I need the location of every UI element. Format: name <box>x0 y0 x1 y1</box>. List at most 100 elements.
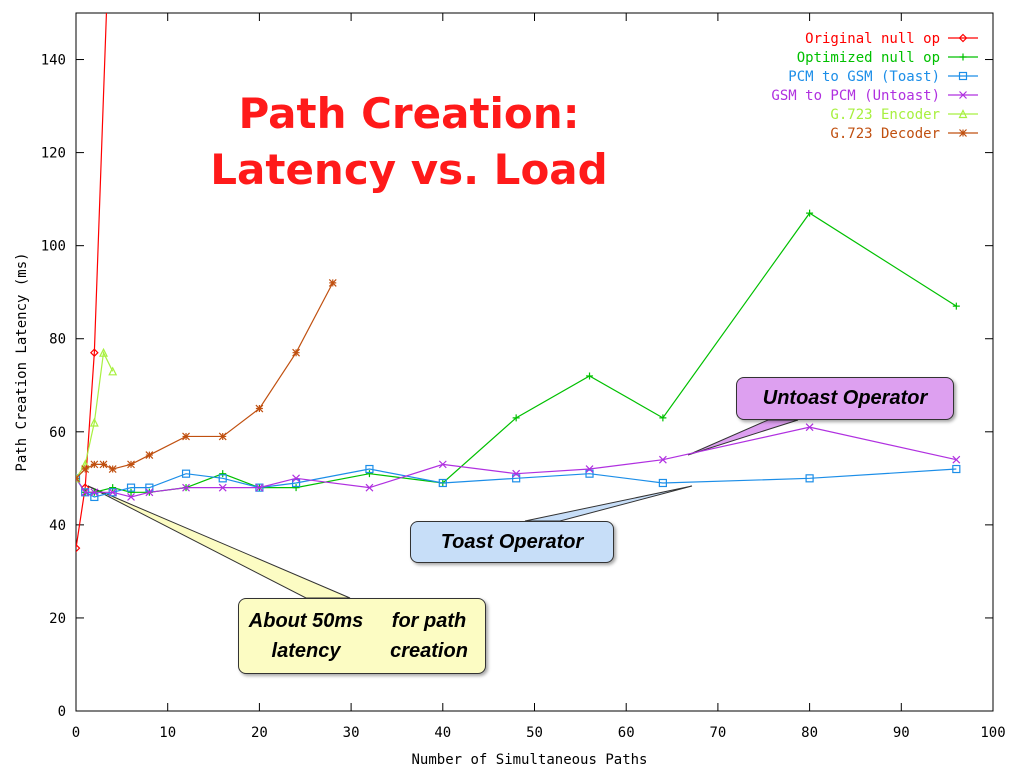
y-tick-label: 140 <box>41 53 66 69</box>
x-tick-label: 100 <box>980 725 1005 741</box>
latency-callout-line1: About 50ms latency <box>248 610 364 662</box>
series-5 <box>76 278 337 483</box>
data-point <box>81 488 90 497</box>
legend-label: GSM to PCM (Untoast) <box>771 88 940 104</box>
data-point <box>805 474 814 483</box>
data-point <box>958 33 968 43</box>
data-point <box>958 109 968 119</box>
x-tick-label: 30 <box>343 725 360 741</box>
y-tick-label: 20 <box>49 611 66 627</box>
data-point <box>586 372 594 380</box>
data-point <box>658 455 667 464</box>
callout-pointers <box>87 419 799 599</box>
data-point <box>90 492 99 502</box>
data-point <box>127 488 135 496</box>
data-point <box>585 465 594 473</box>
data-point <box>255 483 264 492</box>
data-point <box>952 455 961 464</box>
data-point <box>958 71 968 81</box>
data-point <box>89 348 99 358</box>
data-point <box>328 278 337 287</box>
y-tick-label: 80 <box>49 332 66 348</box>
x-tick-label: 10 <box>159 725 176 741</box>
latency-pointer <box>87 485 351 599</box>
data-point <box>218 474 227 483</box>
data-point <box>952 464 961 474</box>
data-point <box>365 464 374 474</box>
x-tick-label: 80 <box>801 725 818 741</box>
y-tick-label: 100 <box>41 239 66 255</box>
data-point <box>108 465 117 473</box>
legend-label: Optimized null op <box>797 50 940 66</box>
y-tick-label: 0 <box>58 704 66 720</box>
data-point <box>291 478 301 488</box>
x-axis-label: Number of Simultaneous Paths <box>411 752 647 768</box>
data-point <box>959 53 967 61</box>
data-point <box>218 432 227 441</box>
x-tick-label: 60 <box>618 725 635 741</box>
series-3 <box>76 423 961 501</box>
data-point <box>181 469 191 478</box>
data-point <box>659 414 667 422</box>
data-point <box>512 414 520 422</box>
data-point <box>90 488 99 497</box>
y-tick-label: 60 <box>49 425 66 441</box>
latency-callout: About 50ms latency for path creation <box>238 598 486 674</box>
data-point <box>76 474 80 483</box>
data-point <box>512 469 521 478</box>
legend: Original null op Optimized null op PCM to … <box>771 31 978 142</box>
legend-label: G.723 Decoder <box>830 126 940 142</box>
data-point <box>89 417 99 427</box>
series-line <box>76 350 114 479</box>
x-tick-label: 0 <box>72 725 80 741</box>
x-tick-label: 40 <box>434 725 451 741</box>
toast-operator-callout: Toast Operator <box>410 521 614 563</box>
x-tick-label: 90 <box>893 725 910 741</box>
legend-label: PCM to GSM (Toast) <box>788 69 940 85</box>
data-point <box>99 460 108 469</box>
y-axis-label: Path Creation Latency (ms) <box>14 252 30 471</box>
data-point <box>108 366 118 376</box>
x-tick-label: 70 <box>709 725 726 741</box>
data-point <box>438 478 447 488</box>
data-point <box>292 348 301 357</box>
legend-label: Original null op <box>805 31 940 47</box>
chart-title-line1: Path Creation: <box>239 89 580 138</box>
data-point <box>365 483 374 492</box>
data-point <box>806 209 814 217</box>
data-point <box>585 469 594 478</box>
series-2 <box>76 464 961 502</box>
data-point <box>99 347 108 357</box>
data-point <box>438 460 447 469</box>
y-tick-label: 120 <box>41 146 66 162</box>
data-point <box>292 484 300 492</box>
data-point <box>512 474 521 483</box>
data-point <box>219 470 227 478</box>
data-point <box>76 543 81 553</box>
data-point <box>218 483 227 492</box>
data-point <box>365 470 373 478</box>
series-line <box>76 282 334 479</box>
untoast-pointer <box>687 419 799 456</box>
data-point <box>805 423 814 432</box>
latency-callout-line2: for path creation <box>390 610 468 662</box>
data-point <box>108 488 117 497</box>
toast-pointer <box>524 485 693 522</box>
data-point <box>145 488 154 497</box>
data-point <box>959 91 967 99</box>
data-point <box>658 478 667 488</box>
series-0 <box>76 13 108 553</box>
data-point <box>952 302 960 310</box>
series-1 <box>76 209 960 496</box>
data-point <box>145 483 154 492</box>
x-tick-label: 20 <box>251 725 268 741</box>
data-point <box>81 465 90 473</box>
data-point <box>959 129 967 137</box>
data-point <box>126 483 136 492</box>
untoast-operator-callout: Untoast Operator <box>736 377 954 420</box>
data-point <box>182 483 190 492</box>
chart-title-line2: Latency vs. Load <box>210 145 607 194</box>
legend-label: G.723 Encoder <box>830 107 940 123</box>
y-tick-label: 40 <box>49 518 66 534</box>
